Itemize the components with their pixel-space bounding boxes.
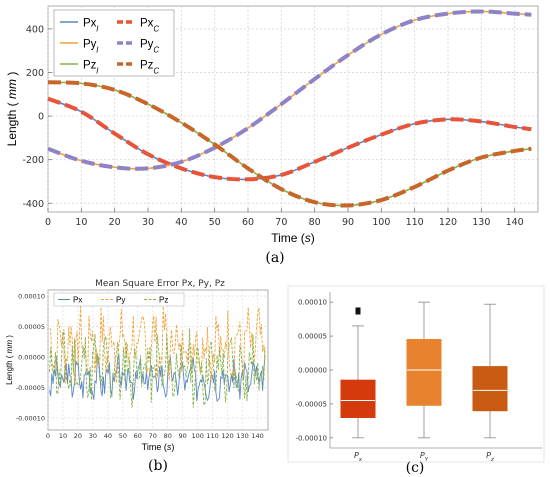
- series-line-pz: [49, 328, 266, 408]
- x-tick-label: 140: [251, 432, 263, 440]
- x-tick-label: 90: [179, 432, 187, 440]
- x-axis-label: Time (s): [271, 231, 315, 245]
- panel-caption: (a): [265, 250, 284, 266]
- legend-label: Pxl: [83, 18, 98, 34]
- y-axis-label: Length ( mm ): [5, 72, 19, 147]
- x-tick-label: 120: [221, 432, 233, 440]
- x-tick-label: 140: [506, 217, 524, 228]
- legend-label: Px: [73, 296, 82, 305]
- box-label: Px: [354, 451, 363, 463]
- series-line-pz-c: [47, 80, 532, 208]
- x-tick-label: 30: [89, 432, 97, 440]
- x-tick-label: 80: [164, 432, 172, 440]
- x-tick-label: 10: [75, 217, 87, 228]
- y-tick-label: 0.00000: [18, 353, 45, 361]
- box-pz: [472, 366, 508, 412]
- chart-c: -0.00010 -0.00005 0.00000 0.00005 0.00010 Px P…: [287, 285, 545, 476]
- x-tick-label: 60: [242, 217, 254, 228]
- y-tick-label: -200: [22, 155, 44, 166]
- legend-label: Pz: [159, 296, 168, 305]
- x-tick-label: 30: [142, 217, 154, 228]
- box-label: PY: [420, 451, 429, 463]
- panel-caption: (c): [406, 460, 425, 476]
- x-tick-label: 130: [472, 217, 490, 228]
- y-tick-label: 200: [26, 68, 44, 79]
- x-tick-label: 50: [119, 432, 127, 440]
- x-tick-label: 80: [309, 217, 321, 228]
- series-line-py-c: [47, 9, 532, 171]
- series-line-px: [49, 353, 266, 403]
- y-tick-label: -0.00010: [296, 434, 327, 442]
- y-tick-label: 0: [38, 112, 44, 123]
- outlier-point: [355, 307, 361, 315]
- y-tick-label: 0.00005: [298, 333, 327, 341]
- x-tick-label: 110: [406, 217, 424, 228]
- x-axis-label: Time (s): [142, 442, 175, 452]
- chart-b: Mean Square Error Px, Py, Pz 0 10 20 30 40 50 6…: [5, 279, 269, 474]
- y-tick-label: 0.00010: [298, 299, 327, 307]
- y-tick-label: 0.00010: [18, 293, 45, 301]
- x-tick-label: 40: [175, 217, 187, 228]
- legend: Px Py Pz: [53, 292, 185, 307]
- y-tick-label: -0.00005: [296, 400, 327, 408]
- x-tick-label: 0: [45, 217, 51, 228]
- x-tick-label: 10: [59, 432, 67, 440]
- box-label: Pz: [486, 451, 494, 463]
- box-py: [406, 338, 442, 406]
- panel-caption: (b): [148, 458, 168, 474]
- y-tick-label: 400: [26, 24, 44, 35]
- plot-area: [47, 289, 269, 431]
- x-tick-label: 50: [209, 217, 221, 228]
- series-line-px-c: [47, 96, 532, 182]
- x-tick-label: 20: [109, 217, 121, 228]
- x-tick-label: 110: [206, 432, 218, 440]
- chart-a: 0 10 20 30 40 50 60 70 80 90 100 110 120 130 140 -400 -2…: [5, 5, 539, 266]
- x-tick-label: 70: [275, 217, 287, 228]
- x-tick-label: 90: [342, 217, 354, 228]
- x-tick-label: 120: [439, 217, 457, 228]
- x-tick-label: 100: [372, 217, 390, 228]
- y-tick-label: -400: [22, 199, 44, 210]
- y-tick-label: -0.00005: [16, 384, 45, 392]
- legend-box: [53, 292, 185, 307]
- x-tick-label: 20: [74, 432, 82, 440]
- y-tick-label: 0.00000: [298, 367, 327, 375]
- legend-label: Py: [116, 296, 125, 305]
- x-tick-label: 40: [104, 432, 112, 440]
- legend-label: Pyl: [83, 39, 98, 55]
- chart-title: Mean Square Error Px, Py, Pz: [95, 279, 225, 289]
- y-tick-label: -0.00010: [16, 414, 45, 422]
- x-tick-label: 70: [149, 432, 157, 440]
- x-tick-label: 130: [236, 432, 248, 440]
- y-tick-label: 0.00005: [18, 323, 45, 331]
- x-tick-label: 100: [191, 432, 203, 440]
- y-axis-label: Length ( mm ): [5, 335, 14, 385]
- x-tick-label: 60: [134, 432, 142, 440]
- box-px: [340, 379, 376, 418]
- x-tick-label: 0: [46, 432, 50, 440]
- legend-label: Pzl: [83, 60, 98, 76]
